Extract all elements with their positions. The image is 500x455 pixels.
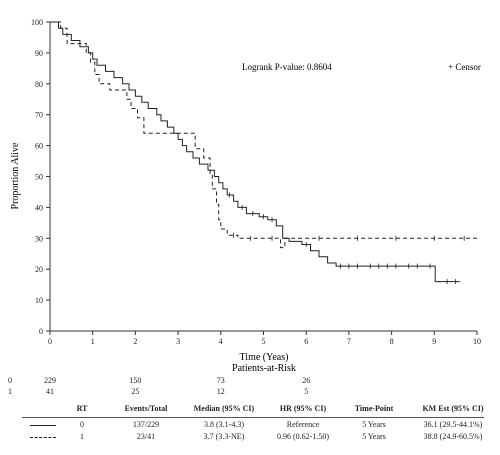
y-tick-label: 30 bbox=[35, 234, 43, 243]
x-tick-label: 8 bbox=[390, 337, 394, 346]
y-tick-label: 20 bbox=[35, 265, 43, 274]
x-tick-label: 5 bbox=[262, 337, 266, 346]
y-tick-label: 10 bbox=[35, 296, 43, 305]
y-tick-label: 90 bbox=[35, 49, 43, 58]
median-value: 3.7 (3.3-NE) bbox=[203, 432, 245, 441]
header-median: Median (95% CI) bbox=[193, 404, 255, 413]
y-tick-label: 100 bbox=[31, 18, 43, 27]
x-tick-label: 10 bbox=[473, 337, 481, 346]
x-tick-label: 9 bbox=[432, 337, 436, 346]
risk-group-label: 1 bbox=[8, 387, 12, 396]
y-tick-label: 40 bbox=[35, 203, 43, 212]
km-value: 38.8 (24.9-60.5%) bbox=[423, 432, 483, 441]
risk-count: 41 bbox=[46, 387, 54, 396]
risk-count: 26 bbox=[302, 376, 310, 385]
rt-value: 0 bbox=[80, 420, 84, 429]
risk-count: 12 bbox=[217, 387, 225, 396]
risk-count: 73 bbox=[217, 376, 225, 385]
risk-table: 0 229 150 73 26 1 41 25 12 5 bbox=[8, 376, 310, 396]
solid-line-legend bbox=[30, 425, 56, 426]
plot-area bbox=[50, 21, 477, 285]
header-km: KM Est (95% CI) bbox=[422, 404, 484, 413]
hr-value: Reference bbox=[286, 420, 320, 429]
x-tick-label: 1 bbox=[91, 337, 95, 346]
stats-header-row: RT Events/Total Median (95% CI) HR (95% … bbox=[0, 404, 500, 416]
time-value: 5 Years bbox=[362, 432, 386, 441]
table-divider bbox=[22, 417, 484, 418]
censor-legend: + Censor bbox=[448, 62, 481, 72]
y-tick-label: 50 bbox=[35, 173, 43, 182]
median-value: 3.8 (3.1-4.3) bbox=[204, 420, 244, 429]
risk-table-title: Patients-at-Risk bbox=[232, 363, 296, 374]
events-value: 137/229 bbox=[132, 420, 160, 429]
x-tick-label: 7 bbox=[347, 337, 351, 346]
risk-count: 25 bbox=[131, 387, 139, 396]
risk-count: 150 bbox=[129, 376, 141, 385]
y-tick-label: 80 bbox=[35, 80, 43, 89]
time-value: 5 Years bbox=[362, 420, 386, 429]
y-tick-label: 60 bbox=[35, 142, 43, 151]
x-tick-label: 0 bbox=[48, 337, 52, 346]
survival-curve-0 bbox=[50, 21, 460, 283]
x-tick-label: 6 bbox=[304, 337, 308, 346]
survival-curve-1 bbox=[50, 21, 477, 249]
x-axis-label: Time (Yeas) bbox=[240, 352, 289, 363]
y-tick-label: 70 bbox=[35, 111, 43, 120]
risk-group-label: 0 bbox=[8, 376, 12, 385]
x-tick-label: 2 bbox=[133, 337, 137, 346]
header-time: Time-Point bbox=[354, 404, 394, 413]
header-rt: RT bbox=[76, 404, 88, 413]
x-tick-label: 4 bbox=[219, 337, 223, 346]
axes: 0 10 20 30 40 50 60 70 80 90 100 0 1 2 3 4 5 6 7 8 9 10 bbox=[31, 18, 481, 346]
x-tick-label: 3 bbox=[176, 337, 180, 346]
dashed-line-legend bbox=[30, 437, 56, 438]
hr-value: 0.96 (0.62-1.50) bbox=[277, 432, 329, 441]
y-tick-label: 0 bbox=[39, 327, 43, 336]
stats-row: 1 23/41 3.7 (3.3-NE) 0.96 (0.62-1.50) 5 … bbox=[0, 432, 500, 444]
risk-count: 5 bbox=[304, 387, 308, 396]
header-events: Events/Total bbox=[124, 404, 168, 413]
stats-row: 0 137/229 3.8 (3.1-4.3) Reference 5 Year… bbox=[0, 420, 500, 432]
rt-value: 1 bbox=[80, 432, 84, 441]
risk-count: 229 bbox=[44, 376, 56, 385]
header-hr: HR (95% CI) bbox=[279, 404, 327, 413]
logrank-pvalue: Logrank P-value: 0.8604 bbox=[242, 62, 332, 72]
km-value: 36.1 (29.5-44.1%) bbox=[423, 420, 483, 429]
events-value: 23/41 bbox=[136, 432, 156, 441]
y-axis-label: Proportion Alive bbox=[10, 142, 21, 210]
